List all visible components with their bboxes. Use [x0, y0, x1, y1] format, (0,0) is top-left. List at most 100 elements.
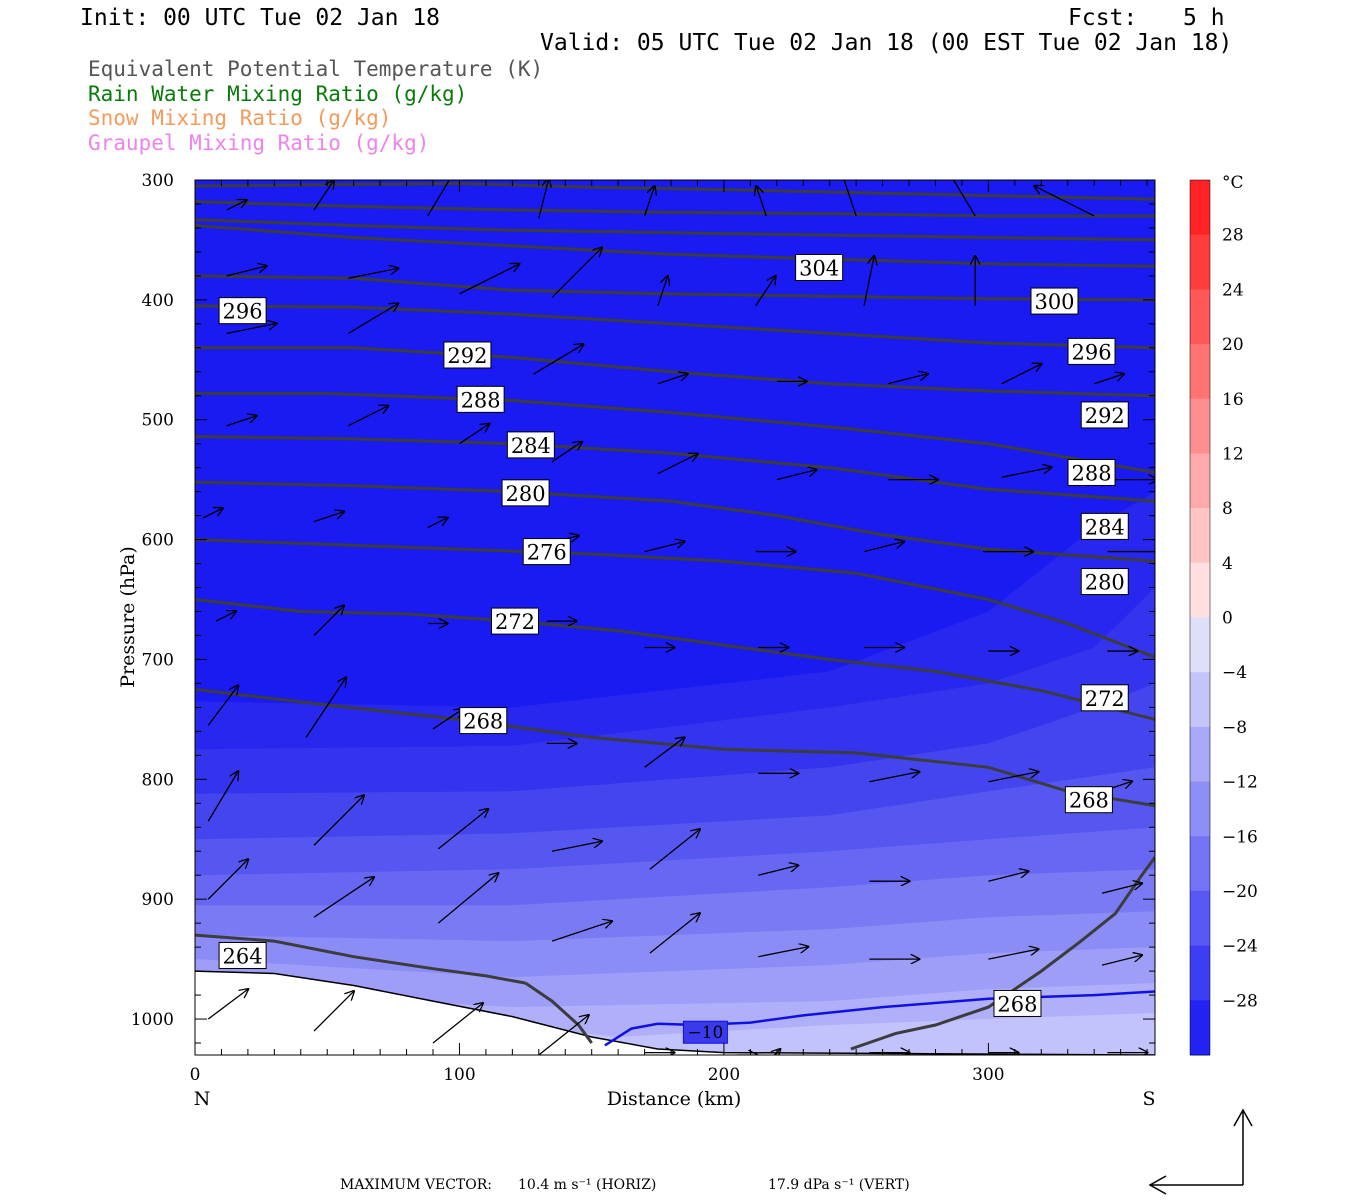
wind-vector — [657, 276, 668, 307]
wind-vector — [758, 865, 798, 876]
y-tick-label: 500 — [142, 411, 174, 431]
max-vector-horiz: 10.4 m s⁻¹ (HORIZ) — [518, 1177, 657, 1193]
contour-label-box — [218, 942, 267, 970]
colorbar-bin — [1190, 234, 1210, 290]
colorbar-bin — [1190, 398, 1210, 454]
valid-time: Valid: 05 UTC Tue 02 Jan 18 (00 EST Tue … — [540, 30, 1233, 56]
contour-label: 304 — [799, 257, 839, 281]
contour-label: 284 — [1085, 515, 1125, 539]
colorbar-bin — [1190, 180, 1210, 236]
colorbar-label: 8 — [1222, 499, 1233, 519]
forecast-hour: 5 h — [1183, 5, 1225, 31]
legend-snow: Snow Mixing Ratio (g/kg) — [88, 106, 392, 130]
forecast-label: Fcst: — [1068, 5, 1138, 31]
isotherm-label: −10 — [687, 1023, 723, 1043]
init-time: Init: 00 UTC Tue 02 Jan 18 — [80, 5, 441, 31]
y-tick-label: 900 — [142, 890, 174, 910]
contour-label: 264 — [223, 945, 263, 969]
colorbar-label: 12 — [1222, 444, 1244, 464]
wind-vector — [644, 542, 685, 553]
wind-vector — [459, 264, 519, 295]
wind-vector — [1101, 955, 1142, 966]
colorbar-bin — [1190, 1000, 1210, 1056]
contour-label: 272 — [495, 610, 535, 634]
colorbar-label: −28 — [1222, 991, 1258, 1011]
wind-vector — [756, 186, 767, 217]
contour-label-box — [1080, 568, 1129, 596]
wind-vector — [459, 424, 489, 445]
reference-vector-horizontal-head — [1148, 1175, 1167, 1195]
wind-vector — [988, 772, 1038, 783]
wind-vector — [657, 374, 688, 385]
colorbar-label: 24 — [1222, 280, 1244, 300]
contour-label: 288 — [1071, 461, 1111, 485]
wind-vector — [755, 276, 776, 307]
theta-e-contour-292 — [195, 346, 1155, 398]
y-tick-label: 800 — [142, 770, 174, 790]
contour-label: 292 — [1085, 404, 1125, 428]
wind-vector — [432, 1003, 483, 1044]
colorbar-bin — [1190, 836, 1210, 892]
wind-vector — [551, 247, 602, 298]
contour-label-box — [1080, 401, 1129, 429]
theta-e-contour-272 — [195, 598, 1155, 721]
contour-label-box — [491, 607, 539, 635]
wind-vector — [432, 709, 463, 730]
contour-label-box — [1030, 287, 1079, 315]
colorbar-bin — [1190, 508, 1210, 564]
contour-label: 268 — [997, 992, 1037, 1016]
wind-vector — [538, 180, 549, 219]
colorbar-bin — [1190, 289, 1210, 345]
theta-e-contour-300 — [195, 274, 1155, 302]
contour-label-box — [1067, 337, 1116, 365]
wind-vector — [645, 1063, 675, 1073]
colorbar-label: 20 — [1222, 335, 1244, 355]
x-tick-label: 0 — [190, 1065, 201, 1085]
theta-e-contour-316 — [195, 182, 1155, 201]
wind-vector — [1093, 374, 1124, 385]
max-vector-vert: 17.9 dPa s⁻¹ (VERT) — [768, 1177, 910, 1193]
colorbar-bin — [1190, 617, 1210, 673]
x-axis-left-end: N — [194, 1088, 211, 1110]
colorbar-label: 4 — [1222, 554, 1233, 574]
contour-label: 296 — [1071, 340, 1111, 364]
wind-vector — [207, 771, 238, 822]
theta-e-contour-284 — [195, 435, 1155, 503]
wind-vector — [643, 186, 655, 217]
wind-vector — [226, 323, 277, 335]
wind-vector — [863, 256, 874, 306]
wind-vector — [1001, 467, 1052, 478]
colorbar-bin — [1190, 890, 1210, 947]
x-tick-label: 300 — [972, 1065, 1004, 1085]
colorbar-label: 0 — [1222, 609, 1233, 629]
wind-vector — [215, 611, 236, 622]
max-vector-label: MAXIMUM VECTOR: — [340, 1177, 492, 1193]
contour-label: 288 — [461, 388, 501, 412]
wind-vector — [843, 180, 857, 217]
contour-label-box — [1067, 458, 1116, 486]
wind-vector — [657, 454, 698, 475]
wind-vector — [1101, 883, 1142, 894]
contour-label-box — [459, 707, 508, 735]
theta-e-contour-288 — [195, 391, 1155, 474]
isotherm-label-box — [682, 1020, 728, 1044]
colorbar-label: −16 — [1222, 827, 1258, 847]
wind-vector — [207, 859, 248, 900]
contour-label: 280 — [1085, 571, 1125, 595]
wind-vector — [313, 877, 374, 918]
wind-vector — [776, 470, 817, 481]
colorbar-bin — [1190, 726, 1210, 783]
wind-vector — [313, 512, 344, 523]
theta-e-contour-296 — [195, 304, 1155, 350]
y-tick-label: 300 — [142, 171, 174, 191]
y-tick-label: 600 — [142, 531, 174, 551]
wind-vector — [538, 1015, 589, 1055]
wind-vector — [649, 913, 700, 954]
contour-label: 268 — [463, 710, 503, 734]
y-tick-label: 700 — [142, 650, 174, 670]
colorbar-label: −8 — [1222, 718, 1247, 738]
wind-vector — [750, 1049, 780, 1055]
theta-e-contour-304 — [195, 224, 1155, 268]
y-tick-label: 400 — [142, 291, 174, 311]
